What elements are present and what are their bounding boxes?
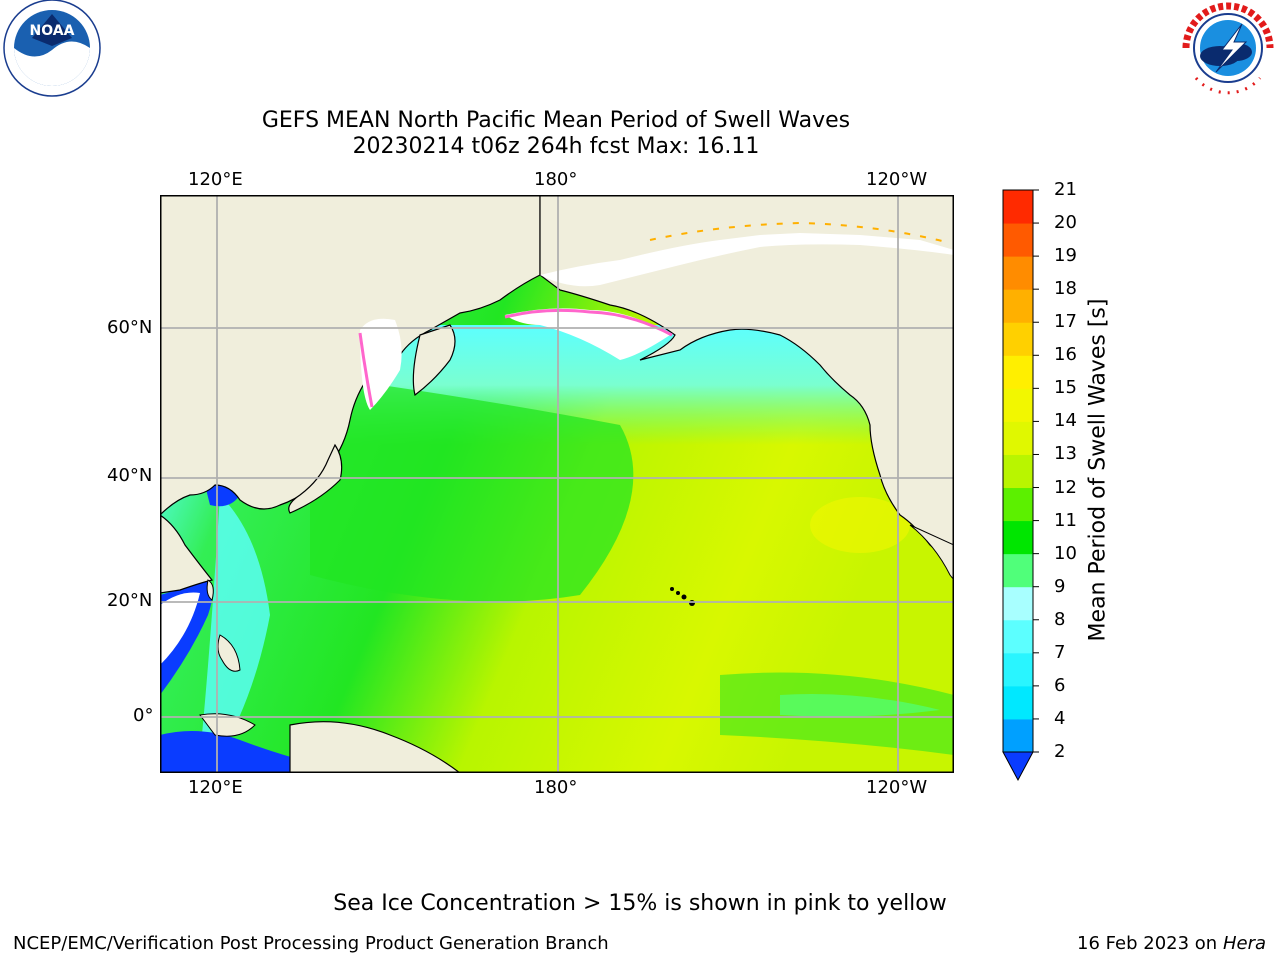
colorbar-tick-label: 14 xyxy=(1054,410,1077,432)
colorbar-tick-label: 9 xyxy=(1054,575,1066,597)
colorbar-extension xyxy=(1002,751,1034,782)
lon-label-bottom-180: 180° xyxy=(534,777,578,798)
land-philippines xyxy=(217,634,241,672)
credit-date-text: 16 Feb 2023 on xyxy=(1077,933,1218,954)
colorbar-band xyxy=(1003,421,1033,455)
plot-subtitle: 20230214 t06z 264h fcst Max: 16.11 xyxy=(352,134,760,159)
colorbar-band xyxy=(1003,520,1033,555)
lat-label-40n: 40°N xyxy=(107,465,153,486)
sea-ice-note: Sea Ice Concentration > 15% is shown in … xyxy=(333,891,947,916)
arctic-white xyxy=(540,233,954,287)
colorbar-tick-label: 17 xyxy=(1054,311,1077,333)
lat-label-60n: 60°N xyxy=(107,317,153,338)
lat-label-0: 0° xyxy=(133,705,154,726)
colorbar-band xyxy=(1003,190,1033,224)
colorbar-band xyxy=(1003,487,1033,522)
plot-title: GEFS MEAN North Pacific Mean Period of S… xyxy=(261,108,851,133)
colorbar-tick-label: 21 xyxy=(1054,179,1077,200)
bering-white xyxy=(505,308,670,360)
colorbar-band xyxy=(1003,718,1033,753)
hawaii-islands xyxy=(670,587,695,606)
colorbar-tick-label: 8 xyxy=(1054,608,1066,630)
colorbar-tick-label: 18 xyxy=(1054,278,1077,300)
colorbar-band xyxy=(1003,289,1033,323)
map-svg xyxy=(159,194,955,774)
credit-organization: NCEP/EMC/Verification Post Processing Pr… xyxy=(13,933,609,954)
colorbar-band xyxy=(1003,685,1033,720)
lon-label-bottom-120e: 120°E xyxy=(188,777,243,798)
colorbar-tick-label: 7 xyxy=(1054,641,1066,663)
credit-machine: Hera xyxy=(1222,933,1266,954)
colorbar-tick-label: 13 xyxy=(1054,443,1077,465)
colorbar-tick-label: 6 xyxy=(1054,674,1066,696)
lon-label-bottom-120w: 120°W xyxy=(866,777,928,798)
colorbar-band xyxy=(1003,553,1033,588)
okhotsk-white xyxy=(360,318,402,410)
colorbar-tick-label: 15 xyxy=(1054,377,1077,399)
colorbar-tick-label: 4 xyxy=(1054,707,1066,729)
lat-label-20n: 20°N xyxy=(107,590,153,611)
noaa-wordmark: NOAA xyxy=(30,23,75,39)
indonesian-seas-blue xyxy=(160,731,320,773)
colorbar-band xyxy=(1003,322,1033,356)
land-north-america xyxy=(539,194,955,551)
no-data-patch xyxy=(160,592,200,665)
land-china-coast xyxy=(159,513,214,594)
colorbar-tick-label: 11 xyxy=(1054,509,1077,531)
map-panel xyxy=(159,194,955,774)
colorbar-frame xyxy=(1002,189,1034,753)
colorbar-tick-label: 20 xyxy=(1054,212,1077,234)
colorbar-band xyxy=(1003,355,1033,389)
colorbar-tick-label: 12 xyxy=(1054,476,1077,498)
land-new-guinea xyxy=(289,721,462,774)
colorbar-tick-label: 2 xyxy=(1054,741,1066,762)
sea-ice-bering xyxy=(504,308,673,337)
land-borneo xyxy=(199,713,256,737)
colorbar-band xyxy=(1003,619,1033,654)
colorbar-tick-label: 19 xyxy=(1054,245,1077,267)
colorbar-tick-label: 10 xyxy=(1054,542,1077,564)
colorbar-band xyxy=(1003,388,1033,422)
land-taiwan xyxy=(206,579,214,601)
ocean-equatorial-light xyxy=(780,694,940,717)
lon-label-top-120w: 120°W xyxy=(866,169,928,190)
sea-ice-okhotsk xyxy=(358,332,374,408)
colorbar-band xyxy=(1003,652,1033,687)
ocean-yellow-patch xyxy=(810,497,910,553)
lon-label-top-180: 180° xyxy=(534,169,578,190)
graticule xyxy=(160,195,954,773)
colorbar-label: Mean Period of Swell Waves [s] xyxy=(1085,298,1111,642)
lon-label-top-120e: 120°E xyxy=(188,169,243,190)
colorbar-band xyxy=(1003,223,1033,257)
map-frame xyxy=(160,195,954,773)
land-japan xyxy=(288,443,343,514)
colorbar-band xyxy=(1003,586,1033,621)
nws-logo xyxy=(1176,0,1280,100)
sea-ice-arctic xyxy=(649,221,951,244)
colorbar xyxy=(1000,186,1040,786)
colorbar-tick-label: 16 xyxy=(1054,344,1077,366)
ocean-green-region xyxy=(310,375,634,602)
colorbar-band xyxy=(1003,256,1033,290)
credit-date: 16 Feb 2023 on Hera xyxy=(1077,933,1266,954)
noaa-logo: NOAA xyxy=(0,0,104,100)
colorbar-svg xyxy=(1002,189,1039,782)
colorbar-band xyxy=(1003,454,1033,489)
